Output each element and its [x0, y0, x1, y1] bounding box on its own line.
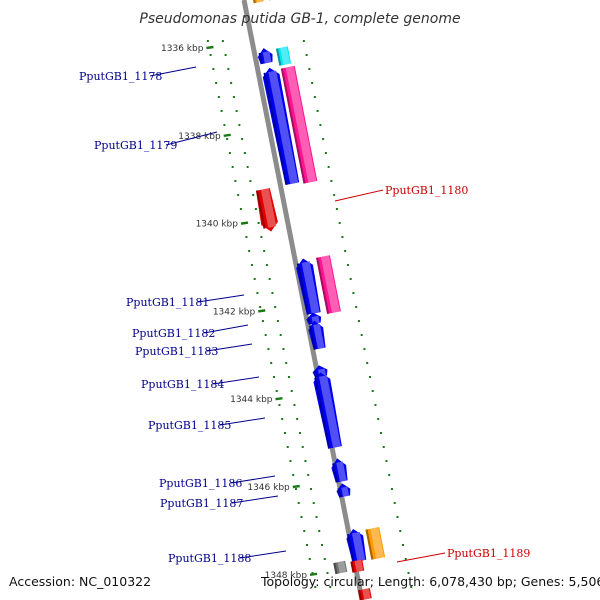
gene-label[interactable]: PputGB1_1181 [126, 296, 209, 309]
gene-arrow-highlight [260, 188, 277, 228]
gene-label[interactable]: PputGB1_1179 [94, 139, 177, 152]
gene-feature-1185[interactable] [313, 372, 342, 449]
backbone-layer [241, 0, 365, 600]
gene-feature-1186[interactable] [331, 458, 348, 483]
tick-mark [206, 45, 214, 50]
gene-arrow-shadow [347, 534, 355, 563]
gene-arrow-highlight [256, 0, 263, 3]
gene-arrow-highlight [319, 375, 341, 448]
gene-label[interactable]: PputGB1_1187 [160, 497, 243, 510]
gene-feature-1178-cyan[interactable] [276, 46, 292, 66]
gene-arrow-highlight [341, 486, 350, 497]
tick-label: 1342 kbp [213, 307, 256, 317]
gene-arrow-shadow [258, 52, 263, 65]
gene-label[interactable]: PputGB1_1186 [159, 477, 242, 490]
feature-layer [252, 0, 386, 600]
gene-arrow-highlight [320, 255, 340, 313]
tick-mark [309, 572, 318, 577]
gene-arrow-highlight [313, 323, 325, 349]
tick-dot-layer [206, 40, 413, 588]
gene-feature-1181-pink[interactable] [316, 255, 341, 314]
gene-label[interactable]: PputGB1_1185 [148, 419, 231, 432]
gene-label-leader [219, 417, 266, 426]
gene-arrow-shadow [313, 370, 318, 378]
gene-feature-bottom-red[interactable] [358, 588, 372, 600]
gene-label[interactable]: PputGB1_1184 [141, 378, 224, 391]
tick-mark [223, 133, 231, 138]
gene-arrow-shadow [337, 488, 342, 498]
gene-feature-1180[interactable] [256, 188, 278, 232]
gene-arrow-highlight [336, 461, 347, 482]
gene-arrow-shadow [314, 377, 331, 449]
gene-arrow-shadow [296, 263, 309, 315]
tick-label: 1340 kbp [196, 220, 239, 230]
tick-mark [292, 484, 300, 489]
gene-arrow-highlight [370, 527, 385, 559]
tick-label: 1336 kbp [161, 44, 204, 54]
gene-feature-1189-gray[interactable] [333, 560, 348, 575]
gene-feature-top-orange[interactable] [252, 0, 264, 4]
gene-arrow-shadow [276, 48, 282, 66]
tick-mark [275, 396, 283, 401]
gene-label-leader [149, 66, 197, 77]
gene-label-leader [396, 552, 446, 563]
gene-label[interactable]: PputGB1_1180 [385, 184, 468, 197]
gene-arrow-highlight [285, 66, 317, 183]
gene-arrow-highlight [351, 531, 366, 562]
gene-feature-1188-orange[interactable] [365, 527, 386, 560]
gene-feature-1178[interactable] [257, 48, 273, 65]
gene-label-leader [197, 294, 245, 303]
accession-text: Accession: NC_010322 [9, 574, 152, 589]
gene-arrow-highlight [268, 70, 299, 185]
gene-arrow-shadow [358, 590, 362, 600]
gene-arrow-highlight [262, 51, 272, 64]
gene-feature-1181[interactable] [296, 258, 321, 315]
topology-text: Topology: circular; Length: 6,078,430 bp… [261, 574, 600, 589]
tick-label: 1346 kbp [247, 483, 290, 493]
gene-label[interactable]: PputGB1_1189 [447, 547, 530, 560]
gene-label-leader [239, 550, 287, 559]
gene-arrow-shadow [350, 561, 355, 573]
map-title: Pseudomonas putida GB-1, complete genome [139, 11, 460, 27]
gene-label-leader [203, 324, 249, 334]
gene-arrow-shadow [309, 325, 316, 350]
gene-arrow-shadow [332, 463, 338, 483]
tick-mark [240, 221, 249, 225]
gene-label-leader [212, 376, 260, 385]
gene-label-leader [165, 131, 218, 146]
gene-feature-1179[interactable] [262, 67, 300, 185]
gene-arrow-highlight [280, 46, 291, 65]
gene-feature-1179-pink[interactable] [280, 65, 318, 184]
gene-label-leader [206, 343, 253, 352]
gene-arrow-shadow [280, 68, 306, 184]
tick-label: 1348 kbp [265, 571, 308, 581]
gene-label[interactable]: PputGB1_1188 [168, 552, 251, 565]
gene-label-leader [334, 189, 384, 202]
gene-label[interactable]: PputGB1_1182 [132, 327, 215, 340]
gene-feature-1188[interactable] [346, 529, 367, 563]
gene-label[interactable]: PputGB1_1178 [79, 70, 162, 83]
gene-arrow-highlight [362, 588, 371, 600]
gene-label[interactable]: PputGB1_1183 [135, 345, 218, 358]
gene-label-leader [231, 495, 279, 504]
tick-label: 1344 kbp [230, 395, 273, 405]
gene-feature-1189[interactable] [350, 559, 365, 573]
gene-arrow-shadow [253, 0, 256, 4]
gene-arrow-shadow [263, 72, 288, 185]
gene-arrow-shadow [307, 317, 311, 325]
gene-arrow-highlight [354, 559, 364, 572]
gene-arrow-shadow [365, 529, 374, 560]
gene-feature-1183[interactable] [308, 320, 326, 350]
gene-feature-1187[interactable] [336, 483, 351, 498]
genome-backbone [241, 0, 365, 600]
gene-arrow-highlight [301, 261, 320, 314]
gene-arrow-shadow [256, 190, 266, 229]
tick-mark [258, 309, 266, 313]
gene-arrow-shadow [333, 562, 338, 575]
gene-label-leader [230, 475, 276, 484]
gene-arrow-shadow [316, 257, 330, 314]
gene-arrow-highlight [337, 560, 347, 574]
